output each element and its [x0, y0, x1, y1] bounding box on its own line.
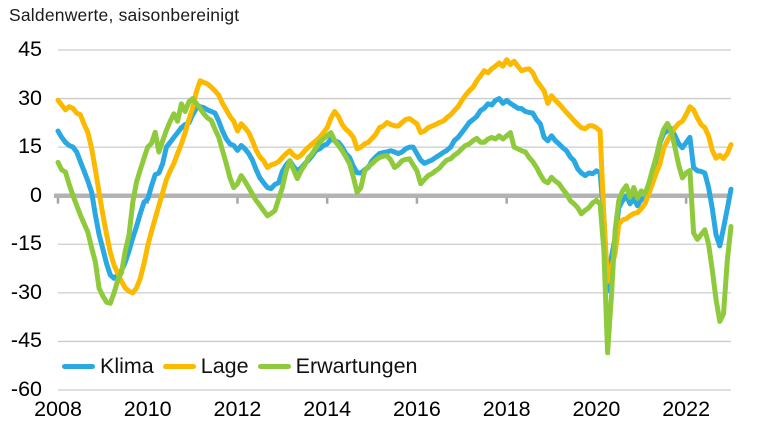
legend-item-klima: Klima [62, 354, 154, 379]
chart-legend: Klima Lage Erwartungen [60, 350, 433, 382]
chart-subtitle: Saldenwerte, saisonbereinigt [9, 5, 240, 25]
y-tick-label-30: 30 [18, 85, 42, 110]
lage-line-swatch [162, 363, 196, 369]
y-tick-label-15: 15 [18, 134, 42, 159]
x-tick-label-2008: 2008 [34, 397, 82, 421]
legend-item-lage: Lage [162, 353, 249, 379]
legend-item-erwartungen: Erwartungen [257, 353, 418, 379]
klima-line-swatch [62, 363, 95, 369]
y-tick-label--15: -15 [10, 231, 42, 256]
legend-label-erwartungen: Erwartungen [295, 353, 418, 378]
line-lage [55, 57, 734, 296]
legend-label-lage: Lage [200, 353, 249, 378]
y-tick-label-45: 45 [18, 37, 42, 61]
legend-label-klima: Klima [100, 353, 154, 378]
erwartungen-line-swatch [257, 363, 291, 369]
x-tick-label-2012: 2012 [213, 397, 262, 421]
x-tick-label-2010: 2010 [123, 397, 172, 421]
x-tick-label-2014: 2014 [303, 397, 352, 421]
y-tick-label--60: -60 [10, 377, 42, 401]
x-tick-label-2022: 2022 [662, 397, 711, 421]
y-tick-label-0: 0 [30, 182, 42, 207]
x-tick-label-2020: 2020 [572, 397, 621, 421]
x-tick-label-2016: 2016 [393, 397, 441, 421]
y-tick-label--30: -30 [10, 279, 42, 304]
x-tick-label-2018: 2018 [482, 397, 531, 421]
y-tick-label--45: -45 [10, 328, 42, 353]
line-erwartungen [55, 96, 734, 356]
